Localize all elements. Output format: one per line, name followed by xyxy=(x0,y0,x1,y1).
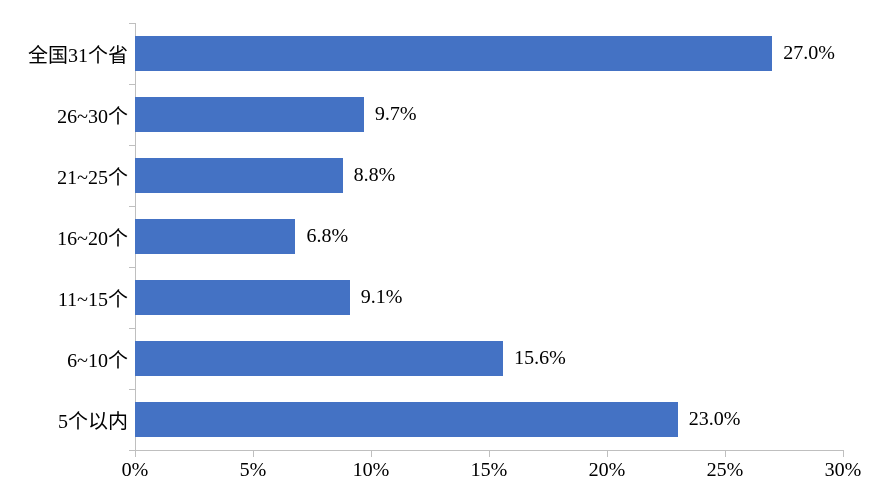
x-axis-tick xyxy=(607,451,608,457)
bar-row: 6~10个 15.6% xyxy=(0,328,843,389)
y-axis-tick xyxy=(129,267,135,268)
value-label: 23.0% xyxy=(688,408,741,430)
bar-track: 6.8% xyxy=(135,219,843,254)
bar-row: 5个以内 23.0% xyxy=(0,389,843,450)
x-axis-tick xyxy=(371,451,372,457)
x-tick-label: 5% xyxy=(239,459,267,481)
x-tick-label: 20% xyxy=(588,459,626,481)
value-label: 15.6% xyxy=(514,347,566,369)
x-tick-label: 15% xyxy=(470,459,508,481)
bar xyxy=(135,402,678,437)
category-label: 16~20个 xyxy=(57,228,128,250)
bar-row: 26~30个 9.7% xyxy=(0,84,843,145)
x-tick-label: 25% xyxy=(706,459,744,481)
value-label: 27.0% xyxy=(783,42,835,64)
bar-row: 16~20个 6.8% xyxy=(0,206,843,267)
bar-rows: 全国31个省 27.0% 26~30个 9.7% 21~25个 8.8% 16~20个 6.8… xyxy=(0,23,843,450)
value-label: 9.7% xyxy=(374,103,417,125)
x-tick-label: 30% xyxy=(824,459,862,481)
x-axis-labels: 0% 5% 10% 15% 20% 25% 30% xyxy=(0,459,886,487)
y-axis-tick xyxy=(129,206,135,207)
bar-track: 9.7% xyxy=(135,97,843,132)
category-label: 21~25个 xyxy=(57,167,128,189)
value-label: 9.1% xyxy=(360,286,403,308)
y-axis-tick xyxy=(129,450,135,451)
category-label: 11~15个 xyxy=(57,289,128,311)
x-axis-tick xyxy=(489,451,490,457)
x-axis-tick xyxy=(135,451,136,457)
x-tick-label: 0% xyxy=(121,459,149,481)
bar xyxy=(135,280,350,315)
category-label: 6~10个 xyxy=(67,350,128,372)
y-axis-tick xyxy=(129,23,135,24)
category-label: 全国31个省 xyxy=(28,45,128,67)
x-axis-tick xyxy=(843,451,844,457)
bar-track: 9.1% xyxy=(135,280,843,315)
bar-track: 23.0% xyxy=(135,402,843,437)
x-axis-line xyxy=(135,450,844,451)
y-axis-tick xyxy=(129,145,135,146)
bar-track: 27.0% xyxy=(135,36,843,71)
bar-row: 11~15个 9.1% xyxy=(0,267,843,328)
y-axis-tick xyxy=(129,328,135,329)
bar-row: 全国31个省 27.0% xyxy=(0,23,843,84)
bar-track: 15.6% xyxy=(135,341,843,376)
value-label: 8.8% xyxy=(353,164,396,186)
bar xyxy=(135,341,504,376)
bar-track: 8.8% xyxy=(135,158,843,193)
category-label: 26~30个 xyxy=(57,106,128,128)
bar xyxy=(135,36,773,71)
x-tick-label: 10% xyxy=(352,459,390,481)
bar xyxy=(135,97,364,132)
bar xyxy=(135,219,296,254)
y-axis-tick xyxy=(129,389,135,390)
category-label: 5个以内 xyxy=(58,411,128,433)
y-axis-tick xyxy=(129,84,135,85)
bar-row: 21~25个 8.8% xyxy=(0,145,843,206)
x-axis-tick xyxy=(253,451,254,457)
value-label: 6.8% xyxy=(306,225,349,247)
x-axis-tick xyxy=(725,451,726,457)
bar xyxy=(135,158,343,193)
